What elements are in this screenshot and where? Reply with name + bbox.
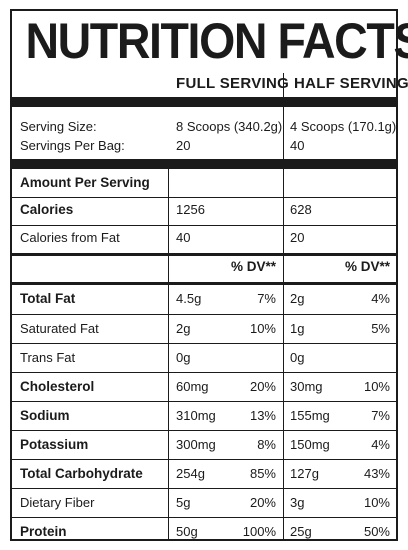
dv-divider [12,253,396,256]
amount-thick-divider [12,159,396,169]
half-amount: 150mg [290,437,330,452]
half-dv: 10% [363,495,390,510]
half-amount: 127g [290,466,319,481]
full-serving-size: 8 Scoops (340.2g) [176,119,283,134]
half-servings-per-bag: 40 [290,138,305,153]
half-amount: 0g [290,350,305,365]
calories-label: Calories [20,202,74,217]
half-amount: 155mg [290,408,330,423]
dv-header-half: % DV** [344,259,390,274]
full-amount: 4.5g [176,291,202,306]
full-amount: 0g [176,350,191,365]
full-servings-per-bag: 20 [176,138,191,153]
full-amount: 5g [176,495,191,510]
nutrient-label: Saturated Fat [20,321,99,336]
half-dv: 5% [371,321,390,336]
calories-fat-half: 20 [290,230,305,245]
full-amount: 60mg [176,379,209,394]
calories-full: 1256 [176,202,205,217]
nutrition-facts-panel: NUTRITION FACTS FULL SERVING HALF SERVIN… [10,9,408,541]
half-dv: 4% [371,437,390,452]
half-serving-size: 4 Scoops (170.1g) [290,119,397,134]
column-header-row: FULL SERVING HALF SERVING [12,71,408,99]
nutrient-row: Cholesterol 60mg 20% 30mg 10% [12,372,396,401]
full-dv: 7% [257,291,276,306]
serving-size-label: Serving Size: [20,119,97,134]
nutrient-label: Protein [20,524,67,539]
full-dv: 10% [249,321,276,336]
half-dv: 50% [363,524,390,539]
half-dv: 43% [363,466,390,481]
panel-title: NUTRITION FACTS [25,13,408,69]
full-dv: 100% [242,524,276,539]
servings-per-bag-label: Servings Per Bag: [20,138,125,153]
full-dv: 20% [249,495,276,510]
nutrient-label: Total Carbohydrate [20,466,143,481]
header-thick-divider [12,97,396,107]
nutrient-label: Sodium [20,408,70,423]
nutrient-label: Dietary Fiber [20,495,95,510]
nutrient-label: Trans Fat [20,350,76,365]
label-column-divider [168,169,169,541]
half-dv: 4% [371,291,390,306]
serving-divider [283,107,284,159]
nutrient-row: Potassium 300mg 8% 150mg 4% [12,430,396,459]
serving-info: Serving Size: Servings Per Bag: 8 Scoops… [12,115,396,165]
nutrient-label: Cholesterol [20,379,95,394]
nutrient-row: Saturated Fat 2g 10% 1g 5% [12,314,396,343]
calories-row: Calories 1256 628 [12,197,396,225]
nutrient-label: Total Fat [20,291,76,306]
half-amount: 25g [290,524,312,539]
calories-fat-label: Calories from Fat [20,230,120,245]
half-amount: 30mg [290,379,323,394]
calories-fat-full: 40 [176,230,191,245]
full-dv: 8% [257,437,276,452]
amount-per-serving-label: Amount Per Serving [20,175,150,190]
full-amount: 310mg [176,408,216,423]
nutrient-row: Total Carbohydrate 254g 85% 127g 43% [12,459,396,488]
header-divider [283,73,284,97]
half-dv: 7% [371,408,390,423]
half-amount: 3g [290,495,305,510]
serving-column-divider [283,169,284,541]
full-dv: 20% [249,379,276,394]
nutrients-divider [12,282,396,285]
full-amount: 2g [176,321,191,336]
full-amount: 50g [176,524,198,539]
nutrient-row: Dietary Fiber 5g 20% 3g 10% [12,488,396,517]
half-amount: 2g [290,291,305,306]
half-dv: 10% [363,379,390,394]
full-amount: 300mg [176,437,216,452]
nutrient-row: Sodium 310mg 13% 155mg 7% [12,401,396,430]
full-dv: 13% [249,408,276,423]
calories-half: 628 [290,202,312,217]
nutrient-label: Potassium [20,437,89,452]
full-amount: 254g [176,466,205,481]
full-serving-header: FULL SERVING [176,75,290,92]
calories-fat-row: Calories from Fat 40 20 [12,225,396,253]
nutrient-row: Protein 50g 100% 25g 50% [12,517,396,546]
dv-header-full: % DV** [230,259,276,274]
half-amount: 1g [290,321,305,336]
nutrient-row: Total Fat 4.5g 7% 2g 4% [12,285,396,314]
half-serving-header: HALF SERVING [294,75,408,92]
nutrient-row: Trans Fat 0g 0g [12,343,396,372]
full-dv: 85% [249,466,276,481]
